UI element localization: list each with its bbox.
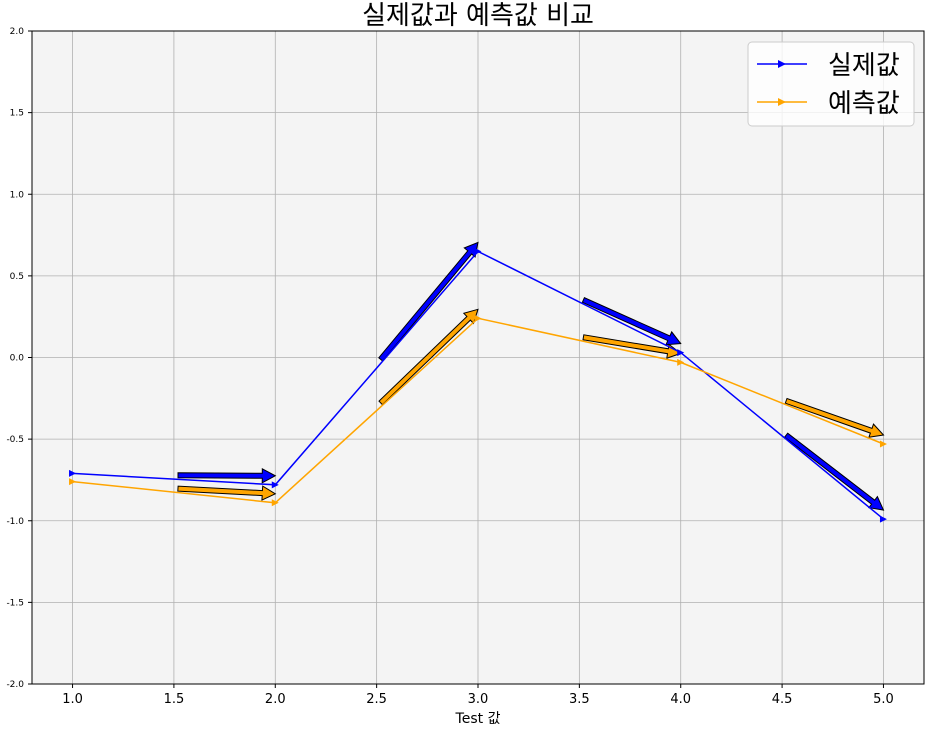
data-point-predicted: [474, 314, 482, 322]
y-tick-label: -1.5: [6, 598, 24, 608]
y-axis: 2.0 1.5 1.0 0.5 0.0 -0.5 -1.0 -1.5 -2.0: [6, 27, 32, 690]
y-tick-label: 0.5: [10, 272, 24, 282]
y-tick-label: 1.0: [10, 190, 25, 200]
x-tick-label: 2.0: [265, 692, 286, 707]
series: [69, 247, 887, 523]
data-point-actual: [69, 469, 77, 477]
arrow-predicted: [784, 397, 885, 438]
x-tick-label: 4.0: [670, 692, 691, 707]
y-tick-label: -1.0: [6, 517, 24, 527]
legend-box: [747, 41, 915, 127]
x-tick-label: 1.0: [62, 692, 83, 707]
y-tick-label: 1.5: [10, 109, 24, 119]
arrow-actual: [783, 432, 885, 511]
arrow-predicted: [177, 485, 277, 501]
arrow-actual: [581, 297, 682, 346]
x-tick-label: 3.5: [569, 692, 590, 707]
legend-label-actual: 실제값: [828, 51, 900, 81]
x-tick-label: 1.5: [164, 692, 185, 707]
y-tick-label: 2.0: [10, 27, 25, 37]
x-tick-label: 3.0: [468, 692, 489, 707]
data-point-actual: [474, 247, 482, 255]
data-point-predicted: [271, 499, 279, 507]
data-point-predicted: [69, 478, 77, 486]
legend: 실제값 예측값: [747, 41, 915, 127]
legend-marker-predicted: [778, 98, 786, 106]
data-point-actual: [879, 515, 887, 523]
y-tick-label: 0.0: [10, 354, 25, 364]
x-tick-label: 4.5: [772, 692, 793, 707]
data-point-predicted: [879, 440, 887, 448]
legend-label-predicted: 예측값: [828, 89, 900, 119]
x-tick-label: 5.0: [873, 692, 894, 707]
y-tick-label: -2.0: [6, 680, 24, 690]
y-tick-label: -0.5: [6, 435, 24, 445]
x-axis-label: Test 값: [455, 711, 501, 727]
data-point-actual: [271, 481, 279, 489]
arrow-predicted: [378, 308, 479, 406]
x-axis: 1.0 1.5 2.0 2.5 3.0 3.5 4.0 4.5 5.0: [62, 684, 894, 707]
arrow-actual: [177, 467, 277, 484]
arrow-actual: [378, 241, 479, 362]
data-point-predicted: [677, 358, 685, 366]
legend-marker-actual: [778, 60, 786, 68]
chart-title: 실제값과 예측값 비교: [362, 1, 594, 31]
data-point-actual: [677, 349, 685, 357]
x-tick-label: 2.5: [366, 692, 387, 707]
arrow-annotations: [177, 241, 885, 511]
